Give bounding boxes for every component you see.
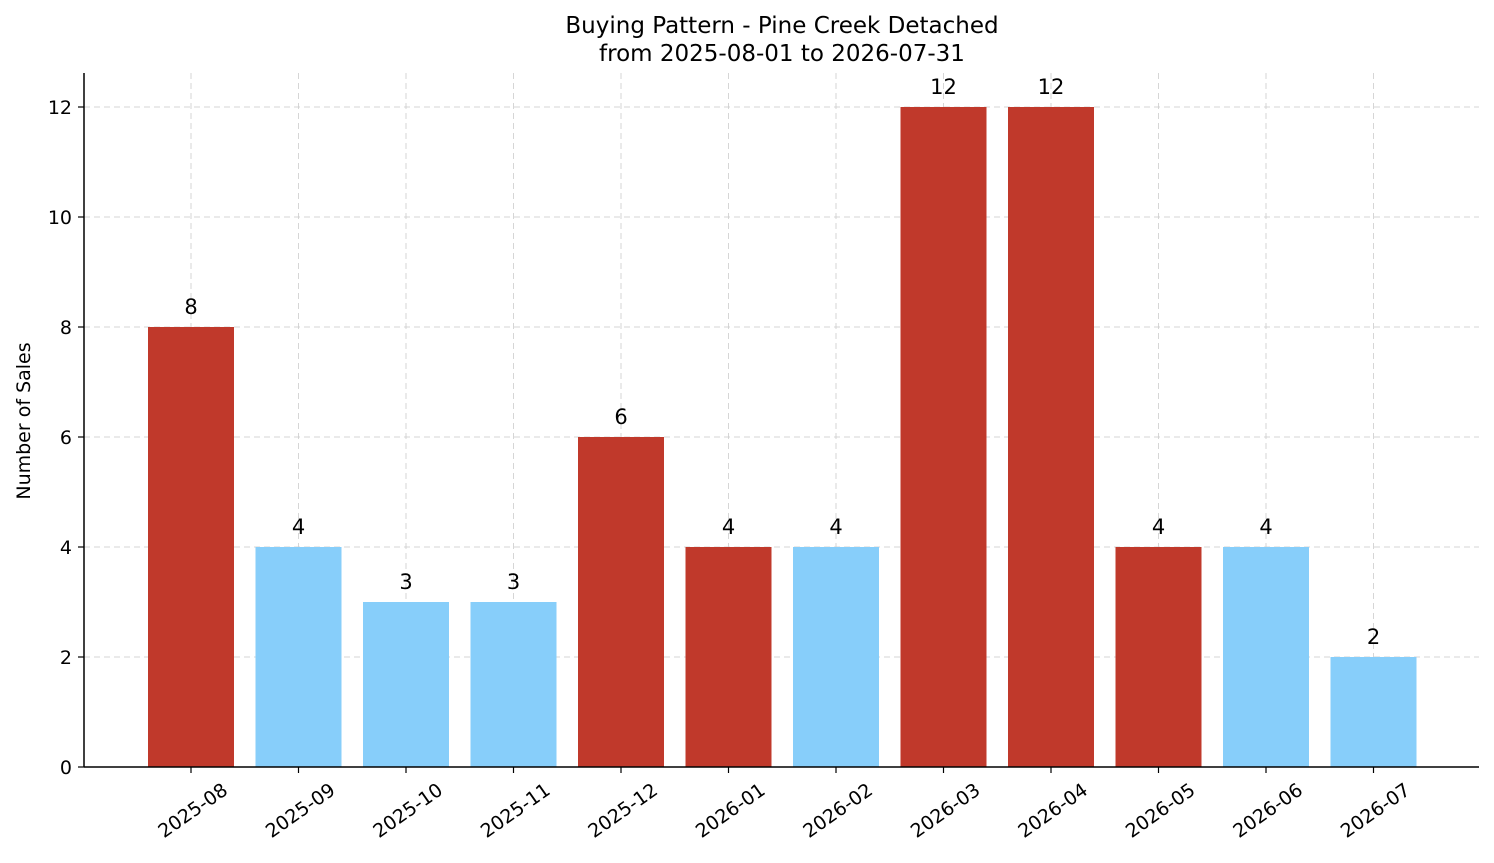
bar-value-label: 12 bbox=[1038, 75, 1065, 99]
x-tick-label: 2026-03 bbox=[907, 779, 985, 843]
bar-value-label: 4 bbox=[722, 515, 735, 539]
y-tick-label: 12 bbox=[48, 97, 72, 119]
x-tick-label: 2026-04 bbox=[1014, 779, 1092, 843]
bar-2025-09 bbox=[255, 547, 342, 767]
y-tick-label: 2 bbox=[60, 647, 72, 669]
bar-2026-07 bbox=[1330, 657, 1417, 767]
bar-2025-11 bbox=[470, 602, 557, 767]
bar-value-label: 2 bbox=[1367, 625, 1380, 649]
x-tick-label: 2026-05 bbox=[1122, 779, 1200, 843]
bar-2026-04 bbox=[1008, 107, 1094, 767]
x-tick-label: 2026-07 bbox=[1337, 779, 1415, 843]
bar-2026-01 bbox=[685, 547, 772, 767]
y-ticks-layer: 0 2 4 6 8 10 12 bbox=[48, 97, 84, 779]
bar-2025-08 bbox=[148, 327, 234, 767]
bar-2026-06 bbox=[1223, 547, 1309, 767]
chart-subtitle: from 2025-08-01 to 2026-07-31 bbox=[599, 41, 965, 67]
x-tick-label: 2025-09 bbox=[262, 779, 340, 843]
x-tick-label: 2025-10 bbox=[369, 779, 447, 843]
y-tick-label: 4 bbox=[60, 537, 72, 559]
x-ticks-layer: 2025-08 2025-09 2025-10 2025-11 2025-12 2026-… bbox=[154, 767, 1414, 843]
bar-value-label: 3 bbox=[399, 570, 412, 594]
x-tick-label: 2025-11 bbox=[477, 779, 555, 843]
x-tick-label: 2025-12 bbox=[584, 779, 662, 843]
bar-value-label: 4 bbox=[1259, 515, 1272, 539]
bar-value-label: 3 bbox=[507, 570, 520, 594]
bars-layer bbox=[148, 107, 1417, 767]
x-tick-label: 2025-08 bbox=[154, 779, 232, 843]
axes-layer bbox=[83, 73, 1479, 768]
x-tick-label: 2026-02 bbox=[799, 779, 877, 843]
bar-2026-05 bbox=[1115, 547, 1202, 767]
bar-value-label: 8 bbox=[184, 295, 197, 319]
y-tick-label: 0 bbox=[60, 757, 72, 779]
x-tick-label: 2026-01 bbox=[692, 779, 770, 843]
data-labels-layer: 8 4 3 3 6 4 4 12 12 4 4 2 bbox=[184, 75, 1380, 649]
bar-value-label: 4 bbox=[1152, 515, 1165, 539]
y-tick-label: 8 bbox=[60, 317, 72, 339]
x-tick-label: 2026-06 bbox=[1229, 779, 1307, 843]
bar-2025-12 bbox=[578, 437, 664, 767]
chart-title: Buying Pattern - Pine Creek Detached bbox=[565, 13, 998, 39]
bar-2025-10 bbox=[363, 602, 449, 767]
y-tick-label: 10 bbox=[48, 207, 72, 229]
y-axis-label: Number of Sales bbox=[13, 342, 35, 499]
bar-value-label: 6 bbox=[614, 405, 627, 429]
y-tick-label: 6 bbox=[60, 427, 72, 449]
bar-2026-03 bbox=[900, 107, 987, 767]
bar-2026-02 bbox=[793, 547, 879, 767]
bar-value-label: 4 bbox=[292, 515, 305, 539]
bar-value-label: 4 bbox=[829, 515, 842, 539]
bar-value-label: 12 bbox=[930, 75, 957, 99]
